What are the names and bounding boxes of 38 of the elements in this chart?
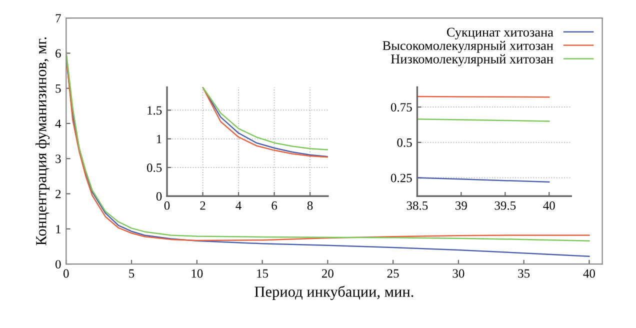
- legend-label: Сукцинат хитозана: [446, 28, 554, 40]
- y-tick-label: 0: [56, 260, 61, 268]
- legend-label: Высокомолекулярный хитозан: [382, 40, 554, 53]
- y-tick-label: 3: [56, 154, 61, 164]
- y-tick-label: 4: [55, 120, 62, 128]
- x-tick-label: 10: [192, 269, 203, 278]
- x-tick-label: 2: [200, 201, 206, 210]
- x-tick-label: 20: [322, 269, 334, 278]
- x-tick-label: 25: [387, 269, 399, 278]
- y-tick-label: 0.25: [390, 174, 412, 182]
- x-tick-label: 0: [63, 269, 69, 278]
- x-tick-label: 40: [543, 201, 555, 210]
- y-tick-label: 0.5: [397, 138, 412, 147]
- x-tick-label: 6: [272, 201, 278, 210]
- y-tick-label: 1.5: [148, 106, 162, 115]
- y-tick-label: 1: [56, 224, 61, 234]
- x-tick-label: 30: [452, 269, 464, 278]
- x-tick-label: 39.5: [494, 201, 516, 210]
- y-tick-label: 0: [156, 192, 162, 201]
- x-tick-label: 4: [236, 201, 242, 210]
- x-axis-title: Период инкубации, мин.: [254, 286, 414, 300]
- x-tick-label: 40: [583, 269, 595, 278]
- x-tick-label: 15: [257, 269, 268, 278]
- legend-label: Низкомолекулярный хитозан: [391, 54, 554, 66]
- y-tick-label: 2: [56, 190, 61, 198]
- y-tick-label: 6: [56, 49, 61, 58]
- x-tick-label: 5: [129, 269, 134, 278]
- x-tick-label: 39: [456, 201, 467, 210]
- x-tick-label: 8: [307, 201, 313, 210]
- y-tick-label: 0.5: [147, 164, 162, 172]
- x-tick-label: 35: [518, 269, 530, 278]
- y-tick-label: 0.75: [390, 103, 412, 112]
- y-tick-label: 7: [56, 14, 61, 22]
- y-tick-label: 1: [157, 134, 162, 144]
- x-tick-label: 38.5: [406, 201, 428, 210]
- x-tick-label: 0: [164, 201, 170, 210]
- y-axis-title: Концентрация фуманизинов, мг.: [36, 37, 50, 246]
- y-tick-label: 5: [56, 84, 61, 93]
